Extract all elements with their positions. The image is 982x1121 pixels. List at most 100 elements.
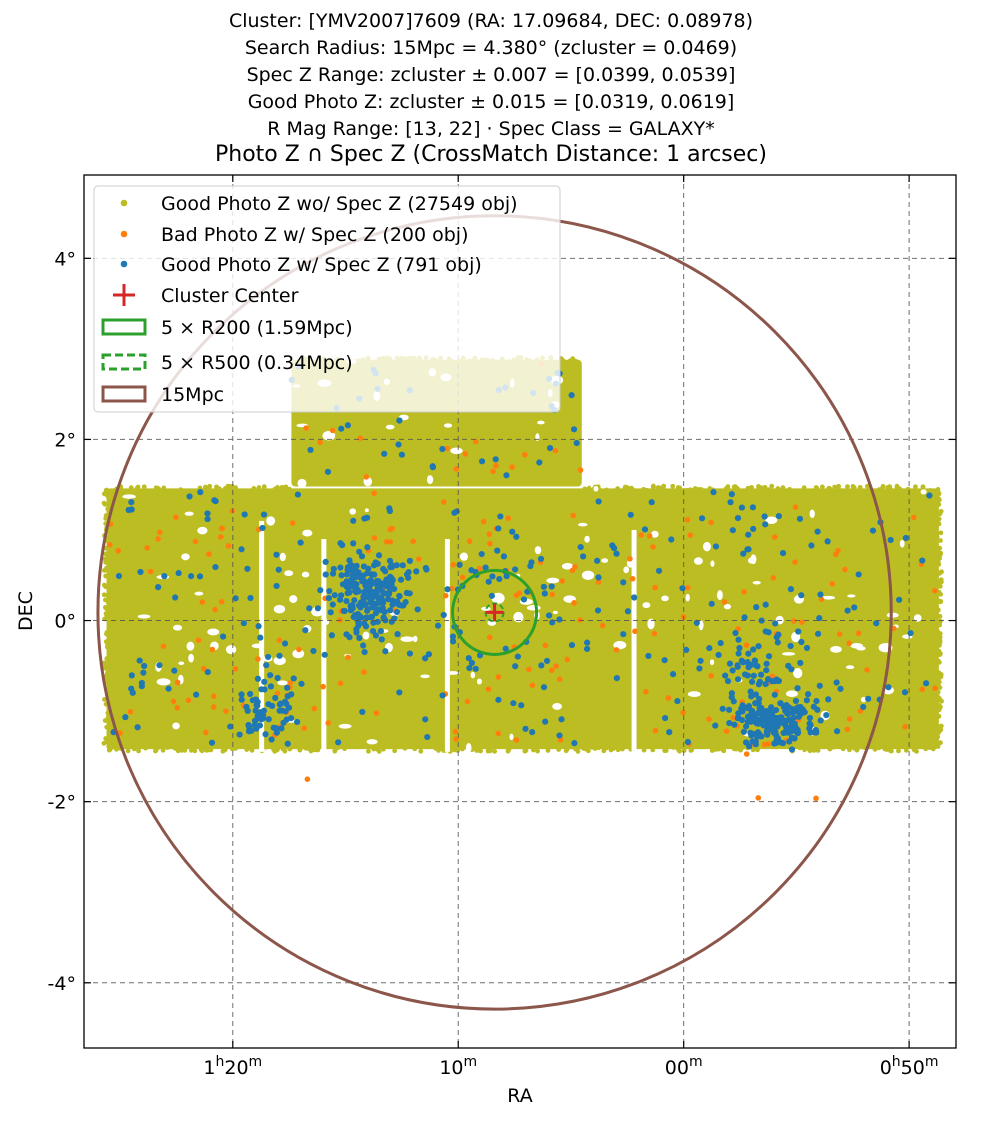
spec-z-range-line: Spec Z Range: zcluster ± 0.007 = [0.0399… <box>246 64 736 86</box>
good-photo-z-point <box>814 630 822 637</box>
footprint-edge-point <box>927 745 932 751</box>
good-photo-z-point <box>251 722 258 729</box>
footprint-edge-point <box>935 561 941 566</box>
footprint-edge-point <box>938 740 943 746</box>
bad-photo-z-point <box>192 538 199 545</box>
good-photo-z-point <box>327 609 334 616</box>
footprint-edge-point <box>937 634 943 640</box>
bad-photo-z-point <box>855 630 862 637</box>
footprint-hole <box>698 620 704 631</box>
good-photo-z-point <box>137 568 144 576</box>
good-photo-z-point <box>468 659 476 667</box>
good-photo-z-point <box>138 683 145 690</box>
bad-photo-z-point <box>311 705 318 712</box>
good-photo-z-point <box>255 623 262 630</box>
bad-photo-z-point <box>199 599 206 605</box>
footprint-edge-point <box>814 485 820 491</box>
good-photo-z-point <box>284 684 291 691</box>
good-photo-z-point <box>422 716 429 723</box>
good-photo-z-point <box>901 689 909 696</box>
good-photo-z-point <box>204 668 211 676</box>
good-photo-z-point <box>510 700 517 707</box>
good-photo-z-point <box>422 655 429 662</box>
good-photo-z-point <box>281 698 289 705</box>
footprint-edge-point <box>936 516 942 522</box>
good-photo-z-point <box>797 659 804 666</box>
footprint-edge-point <box>709 748 715 753</box>
good-photo-z-point <box>398 451 406 458</box>
good-photo-z-point <box>394 631 401 638</box>
good-photo-z-point <box>310 647 317 655</box>
good-photo-z-point <box>141 662 148 670</box>
good-photo-z-point <box>798 592 805 599</box>
good-photo-z-point <box>350 517 357 524</box>
plot-frame <box>83 174 957 1049</box>
legend-label: Good Photo Z wo/ Spec Z (27549 obj) <box>161 193 518 215</box>
good-photo-z-point <box>485 578 492 585</box>
bad-photo-z-point <box>170 698 177 705</box>
good-photo-z-point <box>631 594 638 601</box>
good-photo-z-point <box>361 648 368 656</box>
x-tick-label: 00m <box>665 1054 703 1079</box>
footprint-edge-point <box>492 748 498 754</box>
legend-handle-dot <box>120 199 128 207</box>
footprint-edge-point <box>622 485 628 491</box>
bad-photo-z-point <box>317 439 323 446</box>
good-photo-z-point <box>175 569 182 577</box>
good-photo-z-point <box>297 539 304 546</box>
footprint-edge-point <box>312 747 318 753</box>
bad-photo-z-point <box>363 474 370 480</box>
bad-photo-z-point <box>442 592 449 599</box>
good-photo-z-point <box>276 701 284 708</box>
good-photo-z-point <box>674 697 681 705</box>
footprint-edge-point <box>826 485 832 491</box>
y-tick-label: -2° <box>48 792 76 814</box>
good-photo-z-point <box>529 728 536 736</box>
footprint-hole <box>687 691 701 698</box>
good-photo-z-point <box>440 611 447 619</box>
footprint-edge-point <box>478 748 483 754</box>
good-photo-z-point <box>748 678 756 685</box>
footprint-hole <box>685 593 690 602</box>
good-photo-z-point <box>753 604 760 611</box>
footprint-hole <box>703 541 711 552</box>
footprint-edge-point <box>876 745 882 751</box>
good-photo-z-point <box>265 701 272 708</box>
good-photo-z-point <box>794 729 802 736</box>
good-photo-z-point <box>359 708 366 716</box>
bad-photo-z-point <box>509 464 515 470</box>
bad-photo-z-point <box>156 529 163 536</box>
footprint-edge-point <box>713 746 719 752</box>
good-photo-z-point <box>219 633 227 640</box>
footprint-series <box>101 355 944 754</box>
good-photo-z-point <box>193 691 200 698</box>
good-photo-z-point <box>729 667 736 674</box>
good-photo-z-point <box>662 714 669 722</box>
good-photo-z-point <box>247 690 254 698</box>
good-photo-z-point <box>439 445 446 453</box>
bad-photo-z-point <box>410 538 417 545</box>
good-photo-z-point <box>272 694 279 702</box>
bad-photo-z-point <box>771 534 778 540</box>
footprint-edge-point <box>738 747 744 752</box>
footprint-edge-point <box>787 488 793 493</box>
good-photo-z-point <box>350 540 357 547</box>
footprint-edge-point <box>641 486 647 492</box>
footprint-edge-point <box>889 748 894 754</box>
footprint-edge-point <box>374 746 380 752</box>
footprint-edge-point <box>937 545 943 551</box>
good-photo-z-point <box>789 721 796 728</box>
good-photo-z-point <box>537 555 545 562</box>
good-photo-z-point <box>666 729 673 736</box>
good-photo-z-point <box>571 740 578 747</box>
good-photo-z-point <box>728 491 735 498</box>
footprint-edge-point <box>934 699 939 705</box>
footprint-gap-4 <box>321 539 327 752</box>
footprint-edge-point <box>103 516 109 521</box>
bad-photo-z-point <box>791 618 797 624</box>
cluster-center-marker <box>485 603 504 622</box>
cluster-info-line: Cluster: [YMV2007]7609 (RA: 17.09684, DE… <box>228 10 754 32</box>
good-photo-z-point <box>794 704 801 711</box>
good-photo-z-point <box>495 525 502 532</box>
good-photo-z-point <box>254 675 262 682</box>
